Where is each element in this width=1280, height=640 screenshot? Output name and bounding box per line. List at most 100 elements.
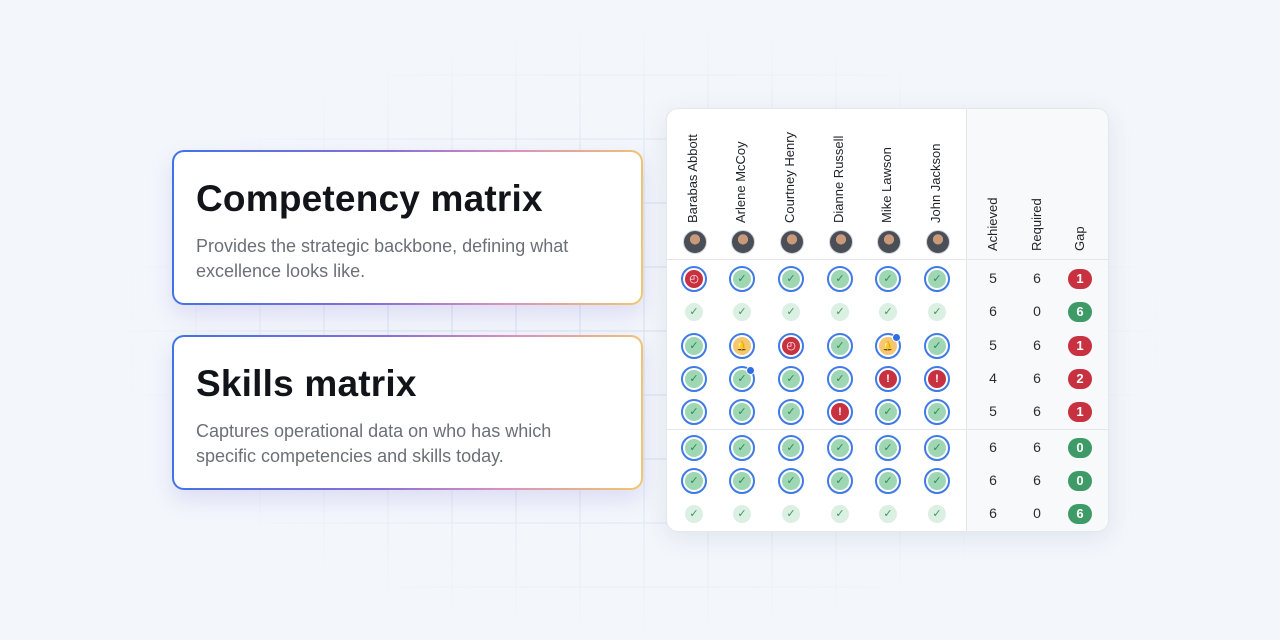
header-divider bbox=[667, 259, 1108, 260]
avatar bbox=[731, 230, 755, 254]
matrix-cell[interactable]: ✓ bbox=[827, 266, 853, 292]
achieved-value: 6 bbox=[989, 303, 997, 319]
bell-icon: 🔔 bbox=[733, 337, 751, 355]
exclamation-icon: ! bbox=[831, 403, 849, 421]
notification-dot bbox=[746, 366, 755, 375]
matrix-cell[interactable]: ✓ bbox=[781, 302, 801, 322]
matrix-cell[interactable]: ✓ bbox=[684, 302, 704, 322]
avatar bbox=[926, 230, 950, 254]
achieved-value: 5 bbox=[989, 337, 997, 353]
matrix-cell[interactable]: ! bbox=[827, 399, 853, 425]
check-icon: ✓ bbox=[782, 472, 800, 490]
matrix-cell[interactable]: ✓ bbox=[729, 435, 755, 461]
matrix-cell[interactable]: ✓ bbox=[827, 435, 853, 461]
check-icon: ✓ bbox=[782, 270, 800, 288]
check-icon: ✓ bbox=[733, 439, 751, 457]
matrix-cell[interactable]: ✓ bbox=[732, 504, 752, 524]
check-icon: ✓ bbox=[831, 439, 849, 457]
matrix-cell[interactable]: ✓ bbox=[729, 468, 755, 494]
check-icon: ✓ bbox=[733, 505, 751, 523]
matrix-cell[interactable]: ✓ bbox=[684, 504, 704, 524]
matrix-cell[interactable]: ✓ bbox=[827, 468, 853, 494]
exclamation-icon: ! bbox=[879, 370, 897, 388]
check-icon: ✓ bbox=[928, 439, 946, 457]
required-value: 6 bbox=[1033, 337, 1041, 353]
card-description: Provides the strategic backbone, definin… bbox=[196, 236, 569, 281]
matrix-cell[interactable]: ✓ bbox=[927, 302, 947, 322]
matrix-cell[interactable]: ◴ bbox=[681, 266, 707, 292]
competency-matrix-card: Competency matrix Provides the strategic… bbox=[172, 150, 643, 305]
matrix-cell[interactable]: ✓ bbox=[924, 435, 950, 461]
check-icon: ✓ bbox=[685, 370, 703, 388]
check-icon: ✓ bbox=[782, 439, 800, 457]
matrix-cell[interactable]: ✓ bbox=[875, 399, 901, 425]
check-icon: ✓ bbox=[782, 403, 800, 421]
matrix-cell[interactable]: ✓ bbox=[924, 468, 950, 494]
matrix-cell[interactable]: ✓ bbox=[875, 266, 901, 292]
check-icon: ✓ bbox=[782, 303, 800, 321]
matrix-cell[interactable]: ✓ bbox=[878, 504, 898, 524]
matrix-cell[interactable]: ✓ bbox=[827, 366, 853, 392]
check-icon: ✓ bbox=[685, 505, 703, 523]
avatar bbox=[683, 230, 707, 254]
matrix-cell[interactable]: ✓ bbox=[927, 504, 947, 524]
check-icon: ✓ bbox=[782, 505, 800, 523]
matrix-cell[interactable]: ✓ bbox=[732, 302, 752, 322]
gap-badge: 6 bbox=[1068, 302, 1092, 322]
matrix-cell[interactable]: ✓ bbox=[778, 435, 804, 461]
matrix-cell[interactable]: ✓ bbox=[681, 333, 707, 359]
column-header-person: John Jackson bbox=[928, 143, 943, 224]
required-value: 6 bbox=[1033, 403, 1041, 419]
check-icon: ✓ bbox=[879, 270, 897, 288]
notification-dot bbox=[892, 333, 901, 342]
matrix-cell[interactable]: ✓ bbox=[924, 266, 950, 292]
check-icon: ✓ bbox=[685, 472, 703, 490]
matrix-cell[interactable]: ✓ bbox=[830, 302, 850, 322]
matrix-cell[interactable]: ✓ bbox=[830, 504, 850, 524]
check-icon: ✓ bbox=[928, 472, 946, 490]
achieved-value: 5 bbox=[989, 403, 997, 419]
column-header-person: Courtney Henry bbox=[782, 131, 797, 223]
gap-badge: 0 bbox=[1068, 471, 1092, 491]
matrix-cell[interactable]: ✓ bbox=[729, 366, 755, 392]
matrix-cell[interactable]: ✓ bbox=[681, 435, 707, 461]
matrix-cell[interactable]: ✓ bbox=[778, 266, 804, 292]
column-header-person: Mike Lawson bbox=[879, 147, 894, 223]
matrix-cell[interactable]: ✓ bbox=[729, 266, 755, 292]
matrix-cell[interactable]: ✓ bbox=[681, 399, 707, 425]
gap-badge: 2 bbox=[1068, 369, 1092, 389]
check-icon: ✓ bbox=[782, 370, 800, 388]
matrix-cell[interactable]: ✓ bbox=[781, 504, 801, 524]
check-icon: ✓ bbox=[879, 472, 897, 490]
check-icon: ✓ bbox=[879, 303, 897, 321]
required-value: 6 bbox=[1033, 439, 1041, 455]
matrix-cell[interactable]: ✓ bbox=[729, 399, 755, 425]
exclamation-icon: ! bbox=[928, 370, 946, 388]
matrix-cell[interactable]: ◴ bbox=[778, 333, 804, 359]
matrix-cell[interactable]: ✓ bbox=[778, 468, 804, 494]
matrix-cell[interactable]: ✓ bbox=[875, 468, 901, 494]
matrix-cell[interactable]: ✓ bbox=[778, 399, 804, 425]
matrix-cell[interactable]: ✓ bbox=[924, 333, 950, 359]
matrix-cell[interactable]: ✓ bbox=[924, 399, 950, 425]
achieved-value: 5 bbox=[989, 270, 997, 286]
check-icon: ✓ bbox=[928, 403, 946, 421]
achieved-value: 4 bbox=[989, 370, 997, 386]
matrix-cell[interactable]: ✓ bbox=[827, 333, 853, 359]
achieved-value: 6 bbox=[989, 439, 997, 455]
matrix-cell[interactable]: 🔔 bbox=[729, 333, 755, 359]
check-icon: ✓ bbox=[928, 505, 946, 523]
check-icon: ✓ bbox=[733, 303, 751, 321]
matrix-cell[interactable]: 🔔 bbox=[875, 333, 901, 359]
check-icon: ✓ bbox=[879, 439, 897, 457]
avatar bbox=[780, 230, 804, 254]
avatar bbox=[877, 230, 901, 254]
matrix-cell[interactable]: ✓ bbox=[681, 366, 707, 392]
clock-icon: ◴ bbox=[685, 270, 703, 288]
matrix-cell[interactable]: ✓ bbox=[681, 468, 707, 494]
matrix-cell[interactable]: ✓ bbox=[878, 302, 898, 322]
matrix-cell[interactable]: ! bbox=[924, 366, 950, 392]
matrix-cell[interactable]: ✓ bbox=[875, 435, 901, 461]
matrix-cell[interactable]: ✓ bbox=[778, 366, 804, 392]
matrix-cell[interactable]: ! bbox=[875, 366, 901, 392]
